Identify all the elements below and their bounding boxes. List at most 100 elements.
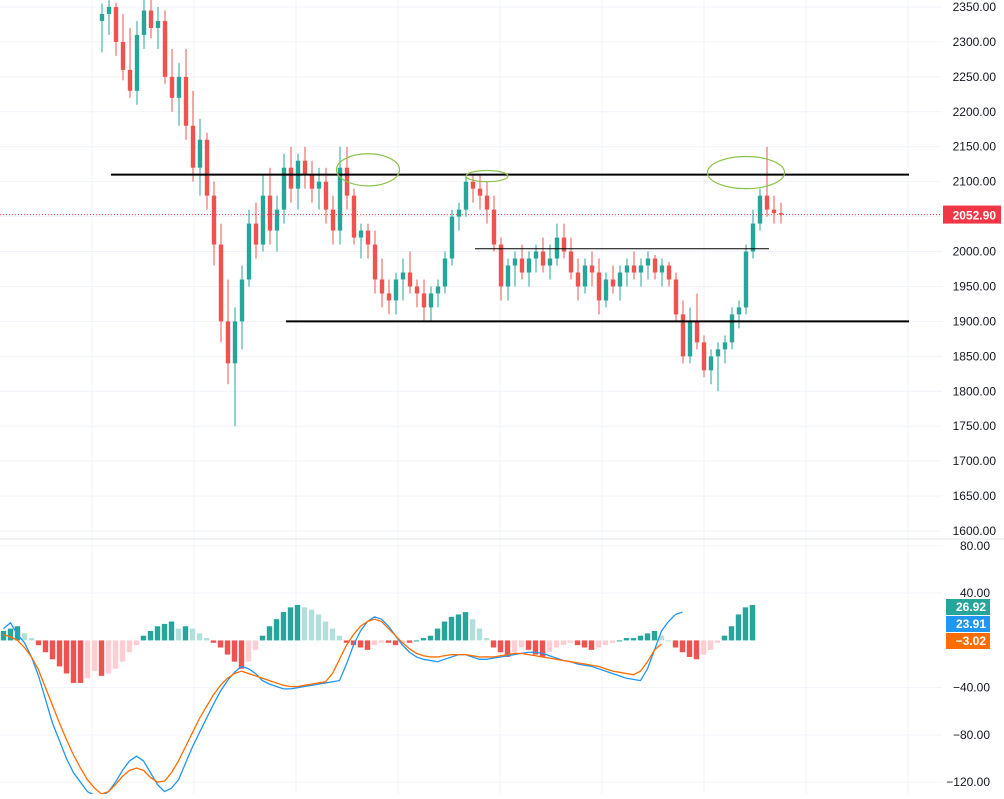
candle-body xyxy=(232,321,238,364)
macd-histogram-bar xyxy=(217,640,224,648)
macd-histogram-bar xyxy=(406,640,413,643)
candle-body xyxy=(533,251,539,259)
price-axis-label: 2200.00 xyxy=(953,105,997,119)
candle-body xyxy=(106,6,112,14)
macd-histogram-bar xyxy=(525,640,532,650)
macd-histogram-bar xyxy=(665,640,672,642)
candle xyxy=(113,2,119,56)
candle-body xyxy=(589,265,595,273)
candle-body xyxy=(610,279,616,287)
candle xyxy=(729,307,735,350)
macd-histogram-bar xyxy=(168,621,175,641)
macd-histogram-bar xyxy=(56,640,63,667)
candle xyxy=(183,48,189,140)
candle xyxy=(666,262,672,287)
macd-histogram-bar xyxy=(420,638,427,641)
macd-histogram-bar xyxy=(728,626,735,641)
candle xyxy=(344,146,350,210)
candle xyxy=(120,13,126,81)
candle xyxy=(414,279,420,308)
macd-axis-label: −80.00 xyxy=(953,728,990,742)
macd-histogram-bar xyxy=(413,640,420,642)
macd-histogram-bar xyxy=(161,623,168,641)
candle xyxy=(309,160,315,203)
candle-body xyxy=(428,293,434,308)
candle-body xyxy=(701,342,707,371)
candle xyxy=(351,188,357,245)
candle-body xyxy=(169,76,175,98)
candle-body xyxy=(365,230,371,245)
macd-histogram-bar xyxy=(378,640,385,643)
candle xyxy=(491,195,497,252)
price-axis-label: 1950.00 xyxy=(953,279,997,293)
candle-body xyxy=(253,223,259,245)
candle xyxy=(253,202,259,259)
macd-histogram-bar xyxy=(567,640,574,643)
candle xyxy=(645,251,651,280)
candle-body xyxy=(680,314,686,357)
candle-body xyxy=(442,258,448,287)
candle-body xyxy=(407,272,413,287)
macd-histogram-bar xyxy=(469,619,476,641)
macd-histogram-bar xyxy=(672,640,679,648)
price-axis-label: 2350.00 xyxy=(953,0,997,14)
candle xyxy=(764,146,770,217)
candle-body xyxy=(379,279,385,294)
candle-body xyxy=(750,223,756,252)
candle-body xyxy=(225,321,231,364)
macd-histogram-bar xyxy=(112,640,119,669)
macd-histogram-bar xyxy=(483,638,490,641)
candle xyxy=(603,272,609,308)
macd-value-badge xyxy=(946,599,990,615)
macd-histogram-bar xyxy=(700,640,707,655)
macd-histogram-bar xyxy=(343,640,350,643)
macd-histogram-bar xyxy=(371,640,378,646)
highlight-ellipse xyxy=(465,169,509,183)
candle-body xyxy=(778,213,784,215)
macd-histogram-bar xyxy=(154,626,161,641)
macd-histogram-bar xyxy=(280,612,287,641)
candle xyxy=(225,279,231,385)
macd-histogram-bar xyxy=(742,607,749,641)
candle xyxy=(463,174,469,217)
candle xyxy=(400,258,406,301)
candle-body xyxy=(358,230,364,238)
candle-body xyxy=(239,279,245,322)
candle-body xyxy=(694,321,700,343)
macd-histogram-bar xyxy=(637,635,644,641)
last-price-label: 2052.90 xyxy=(953,209,997,223)
candle-body xyxy=(281,167,287,210)
candle xyxy=(358,223,364,259)
macd-histogram-bar xyxy=(504,640,511,657)
candle-body xyxy=(491,209,497,245)
candle xyxy=(421,279,427,322)
macd-histogram-bar xyxy=(21,633,28,641)
last-price-badge xyxy=(943,205,1001,224)
price-axis-label: 2300.00 xyxy=(953,35,997,49)
macd-histogram-bar xyxy=(49,640,56,660)
macd-histogram-bar xyxy=(238,640,245,669)
macd-histogram-bar xyxy=(308,609,315,641)
macd-histogram-bar xyxy=(679,640,686,653)
candle-body xyxy=(757,195,763,224)
candle-body xyxy=(582,265,588,287)
candle xyxy=(204,132,210,210)
macd-histogram-bar xyxy=(7,628,14,641)
macd-histogram-bar xyxy=(294,604,301,641)
candle-body xyxy=(435,286,441,294)
candle xyxy=(484,181,490,224)
macd-histogram-bar xyxy=(196,633,203,641)
candle xyxy=(141,0,147,49)
candle-body xyxy=(484,195,490,210)
macd-histogram-bar xyxy=(364,640,371,650)
candle-body xyxy=(505,265,511,287)
candle xyxy=(232,307,238,427)
macd-histogram-bar xyxy=(511,640,518,653)
candle-body xyxy=(155,20,161,28)
candle-body xyxy=(323,181,329,210)
candle xyxy=(589,251,595,287)
candle xyxy=(568,237,574,280)
macd-histogram-bar xyxy=(623,638,630,641)
candle xyxy=(638,258,644,287)
